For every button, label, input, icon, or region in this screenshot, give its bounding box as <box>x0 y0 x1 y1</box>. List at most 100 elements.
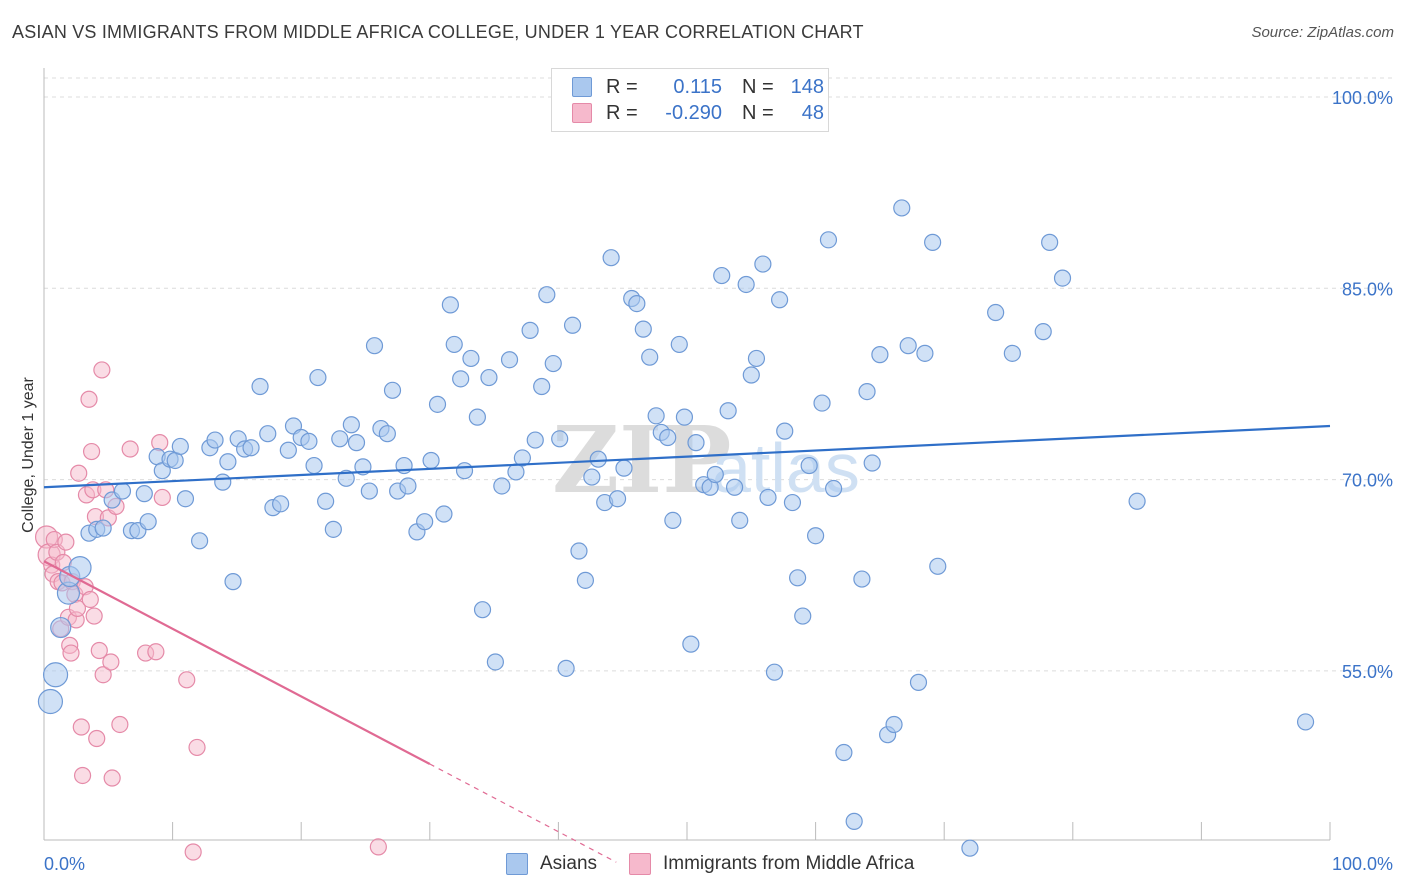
middle-africa-point <box>178 671 196 689</box>
asian-point <box>754 255 772 273</box>
asian-point <box>331 430 349 448</box>
asian-point <box>324 520 342 538</box>
asian-point <box>441 296 459 314</box>
middle-africa-point <box>184 843 202 861</box>
asian-point <box>670 335 688 354</box>
asian-point <box>1003 344 1021 362</box>
asian-point <box>557 659 575 677</box>
bottom-legend-middle-africa: Immigrants from Middle Africa <box>629 852 914 876</box>
asian-point <box>602 249 620 267</box>
asian-point <box>378 425 396 443</box>
correlation-legend: R = 0.115 N = 148 R = -0.290 N = 48 <box>551 68 829 132</box>
asian-point <box>1296 713 1315 731</box>
asian-point <box>813 394 831 412</box>
asian-point <box>835 743 853 762</box>
asian-point <box>480 368 498 387</box>
asian-point <box>659 428 677 447</box>
asian-point <box>94 519 112 537</box>
legend-row-asians: R = 0.115 N = 148 <box>572 75 824 99</box>
y-tick-label: 100.0% <box>1332 88 1393 108</box>
asian-point <box>929 557 947 575</box>
asian-point <box>576 571 595 589</box>
asian-point <box>909 673 928 691</box>
asian-point <box>1053 269 1072 287</box>
asian-point <box>628 295 646 313</box>
asian-point <box>493 477 511 495</box>
n-value: 148 <box>790 75 824 98</box>
asian-point <box>42 662 69 688</box>
y-tick-label: 85.0% <box>1342 279 1393 299</box>
middle-africa-point <box>151 434 169 452</box>
asian-point <box>819 231 838 249</box>
asian-point <box>737 275 755 294</box>
asian-point <box>675 408 694 426</box>
middle-africa-point <box>80 390 98 408</box>
asian-point <box>770 291 789 309</box>
asian-point <box>191 532 209 550</box>
middle-africa-point <box>103 769 121 787</box>
asian-point <box>135 485 153 503</box>
r-label: R = <box>606 101 638 124</box>
asian-point <box>214 473 232 491</box>
asian-point <box>521 321 539 339</box>
asian-point <box>68 555 92 580</box>
asian-point <box>259 425 277 443</box>
r-value: 0.115 <box>673 75 722 98</box>
asian-point <box>347 434 366 452</box>
asian-point <box>251 377 269 396</box>
asian-point <box>615 459 633 477</box>
asian-point <box>455 462 474 480</box>
middle-africa-swatch <box>629 853 651 875</box>
n-value: 48 <box>801 101 824 124</box>
asian-point <box>171 437 189 456</box>
asian-point <box>858 383 876 401</box>
middle-africa-point <box>82 442 101 461</box>
r-label: R = <box>606 75 638 98</box>
middle-africa-point <box>88 729 106 748</box>
asian-point <box>589 450 607 468</box>
asian-point <box>583 468 601 486</box>
middle-africa-point <box>90 641 108 660</box>
middle-africa-point <box>94 666 112 684</box>
x-tick-label: 0.0% <box>44 854 85 874</box>
asian-point <box>462 349 480 368</box>
asian-point <box>800 456 818 475</box>
middle-africa-point <box>72 718 90 736</box>
asian-point <box>1128 492 1146 510</box>
asian-point <box>759 488 777 507</box>
asian-point <box>300 432 318 450</box>
asian-point <box>664 511 682 530</box>
middle-africa-point <box>93 361 111 379</box>
asian-point <box>317 492 335 510</box>
middle-africa-swatch <box>572 103 592 123</box>
middle-africa-point <box>102 653 120 671</box>
asian-point <box>742 366 760 384</box>
asian-point <box>563 316 582 334</box>
n-label: N = <box>742 75 774 98</box>
middle-africa-point <box>153 488 171 507</box>
asian-point <box>416 513 434 531</box>
asian-point <box>794 607 812 625</box>
asian-point <box>360 482 378 500</box>
asian-point <box>526 431 544 449</box>
asian-point <box>783 493 802 512</box>
asian-point <box>987 303 1005 322</box>
asians-swatch <box>572 77 592 97</box>
asian-point <box>682 635 700 653</box>
asian-point <box>473 601 492 619</box>
legend-row-middle-africa: R = -0.290 N = 48 <box>572 101 824 125</box>
asian-point <box>687 434 705 452</box>
middle-africa-point <box>188 738 206 757</box>
asian-point <box>1041 233 1059 251</box>
asian-point <box>428 395 447 413</box>
chart-title: ASIAN VS IMMIGRANTS FROM MIDDLE AFRICA C… <box>12 22 864 42</box>
middle-africa-point <box>111 715 129 734</box>
asian-point <box>176 490 195 508</box>
asian-point <box>551 430 569 448</box>
asian-point <box>706 465 724 484</box>
asian-point <box>765 663 784 681</box>
middle-africa-label: Immigrants from Middle Africa <box>663 853 915 874</box>
asian-point <box>885 715 903 734</box>
asian-point <box>806 527 825 545</box>
